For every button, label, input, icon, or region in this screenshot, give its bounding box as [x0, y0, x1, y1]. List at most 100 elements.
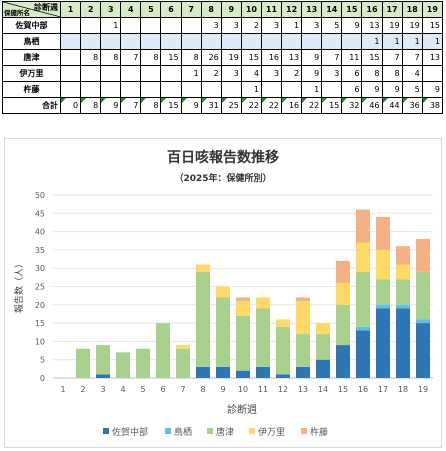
total-cell: 8 [140, 97, 162, 114]
stacked-bar-chart: 百日咳報告数推移 （2025年：保健所別） 1 2 3 4 5 6 7 8 9 10 11 12 13 1… [13, 149, 433, 438]
table-cell [160, 33, 182, 50]
total-cell: 38 [421, 97, 444, 114]
x-tick-label: 11 [258, 385, 268, 394]
bar-segment [356, 326, 370, 331]
x-tick-label: 4 [120, 385, 125, 394]
table-cell: 13 [281, 49, 303, 66]
table-cell: 1 [401, 33, 423, 50]
table-cell [240, 33, 262, 50]
total-cell: 25 [220, 97, 242, 114]
table-cell [100, 81, 122, 98]
chart-legend: 佐賀中部 鳥栖 唐津 伊万里 杵藤 [103, 426, 328, 438]
table-cell: 9 [421, 81, 444, 98]
table-cell: 8 [140, 49, 162, 66]
table-cell: 16 [260, 49, 283, 66]
y-tick-label: 10 [35, 337, 45, 346]
bar-segment [296, 367, 310, 378]
bar-segment [116, 352, 130, 378]
week-header-9: 9 [220, 1, 242, 18]
y-tick-label: 35 [35, 246, 45, 255]
table-cell [220, 81, 242, 98]
table-cell [180, 33, 202, 50]
table-cell [200, 81, 222, 98]
x-tick-label: 9 [220, 385, 225, 394]
bar-segment [236, 297, 250, 302]
table-cell [59, 17, 82, 34]
x-tick-label: 18 [398, 385, 408, 394]
row-label: 佐賀中部 [2, 17, 61, 34]
x-tick-label: 15 [338, 385, 348, 394]
table-cell [301, 33, 323, 50]
table-cell [140, 33, 162, 50]
total-cell: 15 [321, 97, 343, 114]
week-header-3: 3 [100, 1, 122, 18]
x-tick-label: 13 [298, 385, 308, 394]
table-cell: 4 [401, 65, 423, 82]
bar-segment [236, 315, 250, 371]
table-cell: 19 [220, 49, 242, 66]
week-header-14: 14 [321, 1, 343, 18]
bar-segment [356, 330, 370, 378]
bar-segment [196, 367, 210, 378]
total-cell: 32 [341, 97, 363, 114]
legend-label: 杵藤 [310, 426, 328, 438]
bar-segment [256, 308, 270, 368]
x-tick-label: 6 [160, 385, 165, 394]
x-tick-label: 17 [378, 385, 388, 394]
bar-segment [156, 323, 170, 378]
table-cell [341, 33, 363, 50]
y-tick-label: 15 [35, 319, 45, 328]
week-header-16: 16 [361, 1, 383, 18]
bar-segment [256, 297, 270, 309]
table-cell: 9 [301, 65, 323, 82]
legend-swatch [103, 428, 109, 434]
x-tick-label: 19 [418, 385, 428, 394]
x-tick-label: 12 [278, 385, 288, 394]
week-header-12: 12 [281, 1, 303, 18]
x-tick-label: 10 [238, 385, 248, 394]
bar-segment [376, 249, 390, 280]
table-cell: 1 [100, 17, 122, 34]
y-tick-label: 5 [40, 356, 45, 365]
table-cell: 8 [180, 49, 202, 66]
week-header-6: 6 [160, 1, 182, 18]
table-cell: 6 [341, 81, 363, 98]
table-row: 佐賀中部 1 3 3 2 3 1 3 5 9 13 19 19 15 [2, 17, 444, 34]
x-tick-label: 2 [80, 385, 85, 394]
table-cell [180, 81, 202, 98]
bar-segment [376, 308, 390, 378]
chart-bars [76, 209, 430, 378]
table-cell: 13 [361, 17, 383, 34]
table-cell [80, 33, 102, 50]
bar-segment [316, 334, 330, 360]
corner-office-label: 保健所名 [4, 9, 30, 17]
row-label: 伊万里 [2, 65, 61, 82]
week-header-2: 2 [80, 1, 102, 18]
table-cell: 7 [321, 49, 343, 66]
table-cell: 11 [341, 49, 363, 66]
table-cell: 9 [381, 81, 403, 98]
table-cell [260, 33, 283, 50]
x-tick-label: 8 [200, 385, 205, 394]
bar-segment [136, 348, 150, 378]
bar-segment [416, 323, 430, 378]
total-cell: 9 [100, 97, 122, 114]
table-cell: 7 [401, 49, 423, 66]
total-cell: 36 [401, 97, 423, 114]
table-cell [321, 81, 343, 98]
table-row: 鳥栖 1 1 1 1 [2, 33, 444, 50]
table-cell: 1 [240, 81, 262, 98]
table-cell [281, 81, 303, 98]
legend-swatch [165, 428, 171, 434]
table-cell [59, 81, 82, 98]
chart-frame: 百日咳報告数推移 （2025年：保健所別） 1 2 3 4 5 6 7 8 9 10 11 12 13 1… [4, 138, 442, 448]
bar-segment [356, 242, 370, 272]
total-row: 合計 0 8 9 7 8 15 9 31 25 22 22 16 22 15 32 46 44 36 38 [2, 97, 444, 114]
table-cell: 6 [341, 65, 363, 82]
bar-segment [276, 319, 290, 327]
bar-segment [316, 359, 330, 378]
table-cell [140, 17, 162, 34]
x-axis-label: 診断週 [227, 403, 257, 416]
bar-segment [356, 271, 370, 327]
bar-segment [376, 216, 390, 250]
